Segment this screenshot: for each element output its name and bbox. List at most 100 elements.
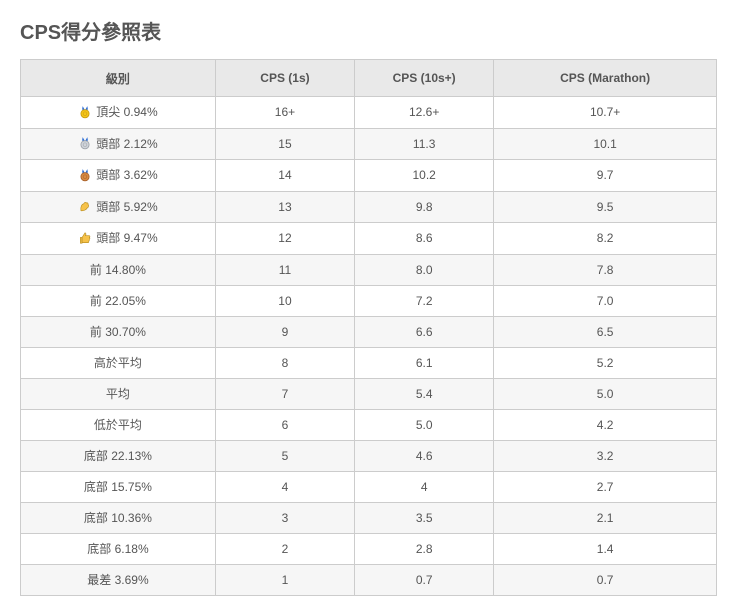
level-label: 高於平均 [94,354,142,371]
level-label: 頭部 9.47% [96,229,157,246]
cell-cpsmar: 2.7 [494,471,717,502]
cell-cpsmar: 7.0 [494,285,717,316]
table-row: 最差 3.69%10.70.7 [21,564,717,595]
cell-cps1s: 7 [215,378,354,409]
cell-cpsmar: 9.7 [494,160,717,192]
flex-arm-icon [78,199,92,213]
cell-cpsmar: 7.8 [494,254,717,285]
cell-cps10s: 9.8 [355,191,494,223]
col-header-cpsmar: CPS (Marathon) [494,60,717,97]
cell-cpsmar: 8.2 [494,223,717,255]
col-header-cps1s: CPS (1s) [215,60,354,97]
cell-cpsmar: 3.2 [494,440,717,471]
level-label: 頭部 2.12% [96,135,157,152]
table-row: 底部 10.36% 33.52.1 [21,502,717,533]
table-row: 頂尖 0.94%16+12.6+10.7+ [21,97,717,129]
cell-cps1s: 6 [215,409,354,440]
table-row: 頭部 5.92% 139.89.5 [21,191,717,223]
level-label: 底部 15.75% [84,478,152,495]
level-label: 底部 22.13% [84,447,152,464]
cell-cps1s: 10 [215,285,354,316]
cell-cps1s: 2 [215,533,354,564]
cell-cps1s: 15 [215,128,354,160]
cell-cps10s: 12.6+ [355,97,494,129]
cell-level: 頭部 2.12% [21,128,216,160]
col-header-cps10s: CPS (10s+) [355,60,494,97]
page-title: CPS得分參照表 [20,16,717,45]
cell-cpsmar: 6.5 [494,316,717,347]
cell-cps1s: 3 [215,502,354,533]
table-row: 頭部 2.12% 1511.310.1 [21,128,717,160]
cell-cps10s: 6.6 [355,316,494,347]
cell-level: 底部 22.13% [21,440,216,471]
table-row: 前 22.05% 107.27.0 [21,285,717,316]
cell-level: 前 14.80% [21,254,216,285]
level-label: 頭部 5.92% [96,198,157,215]
level-label: 前 30.70% [90,323,146,340]
cell-level: 平均 [21,378,216,409]
level-label: 最差 3.69% [87,571,148,588]
level-label: 低於平均 [94,416,142,433]
table-row: 前 30.70% 96.66.5 [21,316,717,347]
cell-cpsmar: 5.2 [494,347,717,378]
cell-cpsmar: 5.0 [494,378,717,409]
cell-cps1s: 9 [215,316,354,347]
cell-cps1s: 11 [215,254,354,285]
level-label: 底部 10.36% [84,509,152,526]
cell-cpsmar: 10.1 [494,128,717,160]
cell-level: 高於平均 [21,347,216,378]
table-row: 高於平均 86.15.2 [21,347,717,378]
level-label: 底部 6.18% [87,540,148,557]
level-label: 頭部 3.62% [96,166,157,183]
cell-cpsmar: 4.2 [494,409,717,440]
cell-level: 頂尖 0.94% [21,97,216,129]
table-body: 頂尖 0.94%16+12.6+10.7+ 頭部 2.12%1511.310.1… [21,97,717,596]
cell-level: 底部 10.36% [21,502,216,533]
level-label: 前 14.80% [90,261,146,278]
level-label: 頂尖 0.94% [96,103,157,120]
gold-medal-icon [78,105,92,119]
cell-cpsmar: 1.4 [494,533,717,564]
cell-level: 最差 3.69% [21,564,216,595]
table-header-row: 級別 CPS (1s) CPS (10s+) CPS (Marathon) [21,60,717,97]
cell-cps10s: 10.2 [355,160,494,192]
cell-cpsmar: 9.5 [494,191,717,223]
table-row: 低於平均65.04.2 [21,409,717,440]
table-row: 頭部 3.62% 1410.29.7 [21,160,717,192]
cell-cps1s: 13 [215,191,354,223]
cell-cps1s: 5 [215,440,354,471]
cell-cps10s: 7.2 [355,285,494,316]
cell-cps10s: 8.0 [355,254,494,285]
cell-cps10s: 0.7 [355,564,494,595]
cell-cps10s: 4 [355,471,494,502]
cell-cpsmar: 0.7 [494,564,717,595]
cell-cps1s: 14 [215,160,354,192]
cps-reference-table: 級別 CPS (1s) CPS (10s+) CPS (Marathon) 頂尖… [20,59,717,596]
silver-medal-icon [78,136,92,150]
cell-level: 前 22.05% [21,285,216,316]
cell-level: 頭部 3.62% [21,160,216,192]
cell-level: 頭部 5.92% [21,191,216,223]
level-label: 前 22.05% [90,292,146,309]
cell-cps10s: 4.6 [355,440,494,471]
table-row: 底部 22.13% 54.63.2 [21,440,717,471]
table-row: 平均 75.45.0 [21,378,717,409]
cell-level: 低於平均 [21,409,216,440]
cell-cpsmar: 10.7+ [494,97,717,129]
table-row: 前 14.80% 118.07.8 [21,254,717,285]
table-row: 頭部 9.47%128.68.2 [21,223,717,255]
cell-cps10s: 6.1 [355,347,494,378]
table-row: 底部 6.18% 22.81.4 [21,533,717,564]
cell-cps1s: 8 [215,347,354,378]
cell-cps10s: 5.4 [355,378,494,409]
cell-cps10s: 3.5 [355,502,494,533]
cell-cps1s: 1 [215,564,354,595]
cell-cpsmar: 2.1 [494,502,717,533]
cell-cps10s: 11.3 [355,128,494,160]
cell-level: 頭部 9.47% [21,223,216,255]
cell-cps10s: 2.8 [355,533,494,564]
table-row: 底部 15.75%442.7 [21,471,717,502]
level-label: 平均 [106,385,130,402]
cell-level: 前 30.70% [21,316,216,347]
col-header-level: 級別 [21,60,216,97]
